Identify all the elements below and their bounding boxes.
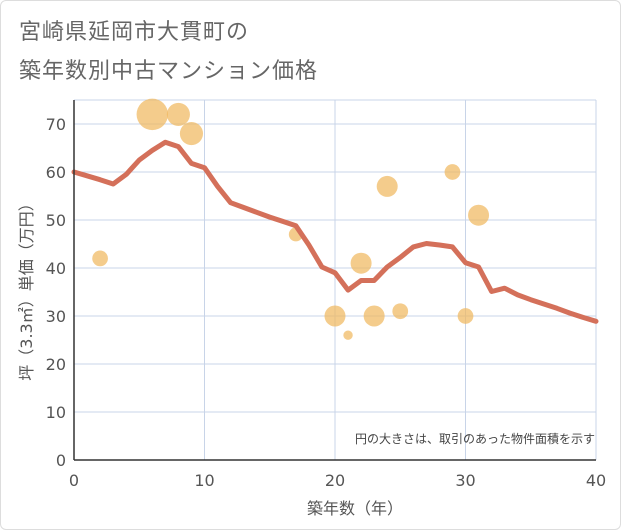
- x-axis-label: 築年数（年）: [307, 499, 403, 518]
- y-tick-label: 50: [46, 211, 66, 230]
- data-bubble: [350, 252, 372, 274]
- y-tick-label: 70: [46, 115, 66, 134]
- chart-title-line-2: 築年数別中古マンション価格: [19, 59, 319, 84]
- data-bubble: [324, 305, 346, 327]
- data-bubble: [92, 250, 108, 267]
- axis-layer: [73, 100, 596, 461]
- data-bubble: [376, 175, 398, 197]
- data-bubble: [457, 308, 474, 324]
- y-tick-label: 40: [46, 259, 66, 278]
- data-bubble: [363, 305, 385, 327]
- bubble-size-note: 円の大きさは、取引のあった物件面積を示す: [355, 431, 595, 446]
- grid-layer: [74, 99, 597, 460]
- bubble-layer: [92, 98, 490, 340]
- y-axis-label: 坪（3.3㎡）単価（万円）: [17, 195, 36, 380]
- data-bubble: [179, 122, 204, 146]
- y-tick-label: 60: [46, 163, 66, 182]
- y-tick-label: 10: [46, 403, 66, 422]
- y-tick-label: 0: [56, 451, 66, 470]
- data-bubble: [444, 164, 461, 180]
- y-tick-label: 30: [46, 307, 66, 326]
- data-bubble: [343, 330, 353, 340]
- data-bubble: [166, 102, 190, 126]
- y-tick-label: 20: [46, 355, 66, 374]
- x-tick-label: 20: [325, 471, 345, 490]
- x-tick-label: 40: [586, 471, 606, 490]
- trend-line: [71, 139, 599, 324]
- x-tick-label: 10: [194, 471, 214, 490]
- data-bubble: [136, 98, 169, 131]
- x-tick-label: 0: [69, 471, 79, 490]
- data-bubble: [468, 204, 490, 226]
- data-bubble: [392, 303, 409, 320]
- trend-line-layer: [71, 139, 599, 324]
- x-tick-label: 30: [455, 471, 475, 490]
- chart-title-line-1: 宮崎県延岡市大貫町の: [19, 20, 250, 45]
- tick-label-layer: 0 10 20 30 40 50 60 70 0 10 20 30 40: [46, 115, 607, 490]
